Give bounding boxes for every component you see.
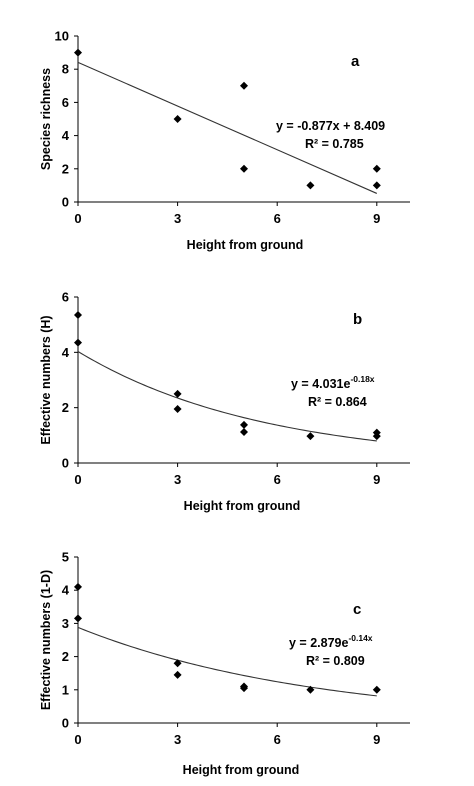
y-tick-label: 5 [62, 550, 69, 565]
data-point [74, 48, 82, 57]
x-tick-label: 0 [74, 732, 81, 747]
data-point [372, 181, 381, 190]
r-squared-label: R² = 0.785 [305, 137, 364, 151]
panel-label: c [353, 601, 361, 618]
y-tick-label: 6 [62, 95, 69, 110]
x-tick-label: 9 [373, 472, 380, 487]
y-tick-label: 4 [62, 583, 70, 598]
y-tick-label: 2 [62, 649, 69, 664]
y-tick-label: 3 [62, 616, 69, 631]
x-tick-label: 6 [274, 472, 281, 487]
trendline-equation: y = 2.879e-0.14x [289, 633, 373, 650]
y-tick-label: 0 [62, 716, 69, 731]
data-point [74, 338, 82, 347]
r-squared-label: R² = 0.864 [308, 395, 367, 409]
equation-base: y = 4.031e [291, 377, 350, 391]
y-tick-label: 2 [62, 400, 69, 415]
x-tick-label: 9 [373, 211, 380, 226]
data-point [306, 685, 315, 694]
y-tick-label: 2 [62, 161, 69, 176]
data-point [173, 670, 182, 679]
x-tick-label: 6 [274, 732, 281, 747]
data-point [173, 115, 182, 123]
x-tick-label: 6 [274, 211, 281, 226]
equation-exponent: -0.18x [350, 374, 374, 384]
data-point [372, 164, 381, 173]
trendline-equation: y = -0.877x + 8.409 [276, 119, 385, 133]
y-tick-label: 1 [62, 682, 69, 697]
equation-base: y = 2.879e [289, 636, 348, 650]
x-tick-label: 3 [174, 472, 181, 487]
data-point [240, 81, 248, 90]
trendline [77, 626, 377, 697]
data-point [173, 405, 182, 414]
data-point [306, 181, 315, 190]
panel-label: b [353, 311, 362, 328]
equation-exponent: -0.14x [348, 633, 372, 643]
panel-c: c Effective numbers (1-D) Height from gr… [39, 550, 410, 777]
data-point [240, 164, 248, 173]
y-axis-title: Effective numbers (1-D) [39, 570, 53, 710]
x-axis-title: Height from ground [184, 499, 301, 513]
y-axis-title: Species richness [39, 68, 53, 170]
y-tick-label: 4 [62, 345, 70, 360]
data-point [240, 428, 248, 437]
data-point [74, 614, 82, 623]
data-point [173, 659, 182, 668]
panel-a: a Species richness Height from ground y … [39, 29, 410, 252]
y-tick-label: 8 [62, 62, 69, 77]
trendline [77, 351, 377, 442]
data-point [240, 420, 248, 429]
data-point [372, 432, 381, 441]
data-point [74, 310, 82, 319]
x-tick-label: 3 [174, 211, 181, 226]
x-tick-label: 3 [174, 732, 181, 747]
y-tick-label: 10 [55, 29, 69, 44]
x-axis-title: Height from ground [187, 238, 304, 252]
trendline [77, 61, 378, 194]
y-tick-label: 0 [62, 456, 69, 471]
panel-label: a [351, 53, 360, 70]
data-point [240, 684, 248, 693]
y-tick-label: 4 [62, 128, 70, 143]
data-point [173, 389, 182, 398]
x-axis-title: Height from ground [183, 763, 300, 777]
x-tick-label: 9 [373, 732, 380, 747]
y-tick-label: 0 [62, 195, 69, 210]
y-tick-label: 6 [62, 290, 69, 305]
data-point [372, 685, 381, 694]
x-tick-label: 0 [74, 211, 81, 226]
x-tick-label: 0 [74, 472, 81, 487]
r-squared-label: R² = 0.809 [306, 654, 365, 668]
trendline-equation: y = 4.031e-0.18x [291, 374, 375, 391]
y-axis-title: Effective numbers (H) [39, 315, 53, 444]
data-point [74, 582, 82, 591]
data-point [306, 432, 315, 441]
panel-b: b Effective numbers (H) Height from grou… [39, 290, 410, 513]
